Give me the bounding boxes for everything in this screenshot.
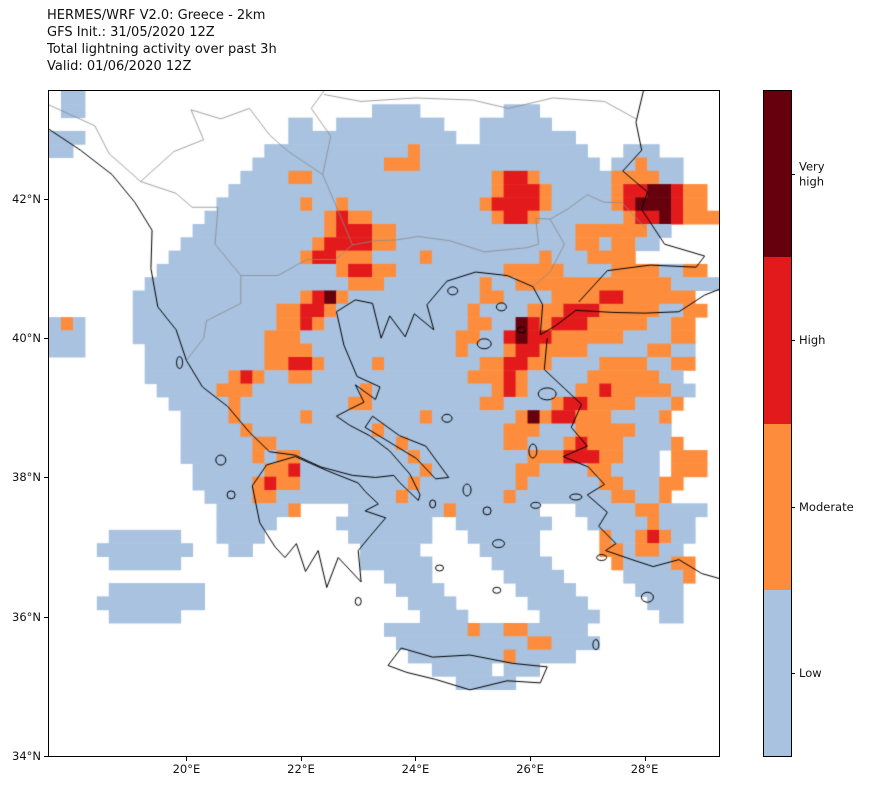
colorbar-segment xyxy=(764,423,791,590)
x-tick-mark xyxy=(300,757,302,761)
y-tick-label: 38°N xyxy=(12,470,41,485)
y-tick-label: 42°N xyxy=(12,191,41,206)
colorbar-tick xyxy=(791,672,795,674)
y-tick-mark xyxy=(44,616,48,618)
colorbar-label: High xyxy=(799,333,826,348)
x-tick-mark xyxy=(186,757,188,761)
colorbar: Very high High Moderate Low xyxy=(763,90,854,757)
x-tick-mark xyxy=(530,757,532,761)
figure-title-valid: Valid: 01/06/2020 12Z xyxy=(47,59,192,74)
figure-title-model: HERMES/WRF V2.0: Greece - 2km xyxy=(47,8,266,23)
x-tick-label: 26°E xyxy=(516,762,544,776)
colorbar-tick xyxy=(791,174,795,176)
y-tick-mark xyxy=(44,338,48,340)
y-tick-mark xyxy=(44,477,48,479)
colorbar-tick xyxy=(791,506,795,508)
figure-title-variable: Total lightning activity over past 3h xyxy=(47,42,277,57)
colorbar-label: Very high xyxy=(799,159,825,189)
y-tick-mark xyxy=(44,756,48,757)
colorbar-segment xyxy=(764,589,791,756)
y-tick-label: 36°N xyxy=(12,609,41,624)
figure-title-init: GFS Init.: 31/05/2020 12Z xyxy=(47,25,215,40)
map-canvas xyxy=(49,91,719,756)
x-tick-mark xyxy=(415,757,417,761)
colorbar-label: Moderate xyxy=(799,499,854,514)
map-plot-area: 42°N 40°N 38°N 36°N 34°N 20°E 22°E 24°E 26°E 28°E xyxy=(12,90,720,776)
colorbar-label: Low xyxy=(799,665,822,680)
x-tick-label: 28°E xyxy=(630,762,659,776)
y-tick-label: 34°N xyxy=(12,749,41,763)
title-block: HERMES/WRF V2.0: Greece - 2km GFS Init.:… xyxy=(47,7,277,75)
x-tick-label: 24°E xyxy=(401,762,430,776)
colorbar-segment xyxy=(764,91,791,258)
x-tick-label: 20°E xyxy=(172,762,201,776)
colorbar-segment xyxy=(764,257,791,424)
x-tick-label: 22°E xyxy=(287,762,315,776)
colorbar-tick xyxy=(791,340,795,342)
x-tick-mark xyxy=(644,757,646,761)
y-tick-mark xyxy=(44,198,48,200)
y-tick-label: 40°N xyxy=(12,331,41,346)
